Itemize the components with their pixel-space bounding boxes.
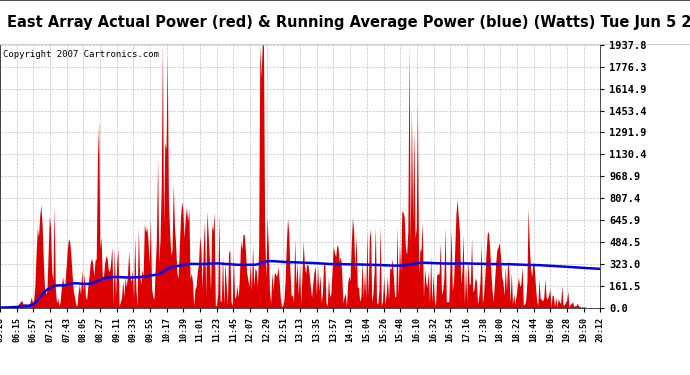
Text: Copyright 2007 Cartronics.com: Copyright 2007 Cartronics.com bbox=[3, 50, 159, 59]
Text: East Array Actual Power (red) & Running Average Power (blue) (Watts) Tue Jun 5 2: East Array Actual Power (red) & Running … bbox=[7, 15, 690, 30]
